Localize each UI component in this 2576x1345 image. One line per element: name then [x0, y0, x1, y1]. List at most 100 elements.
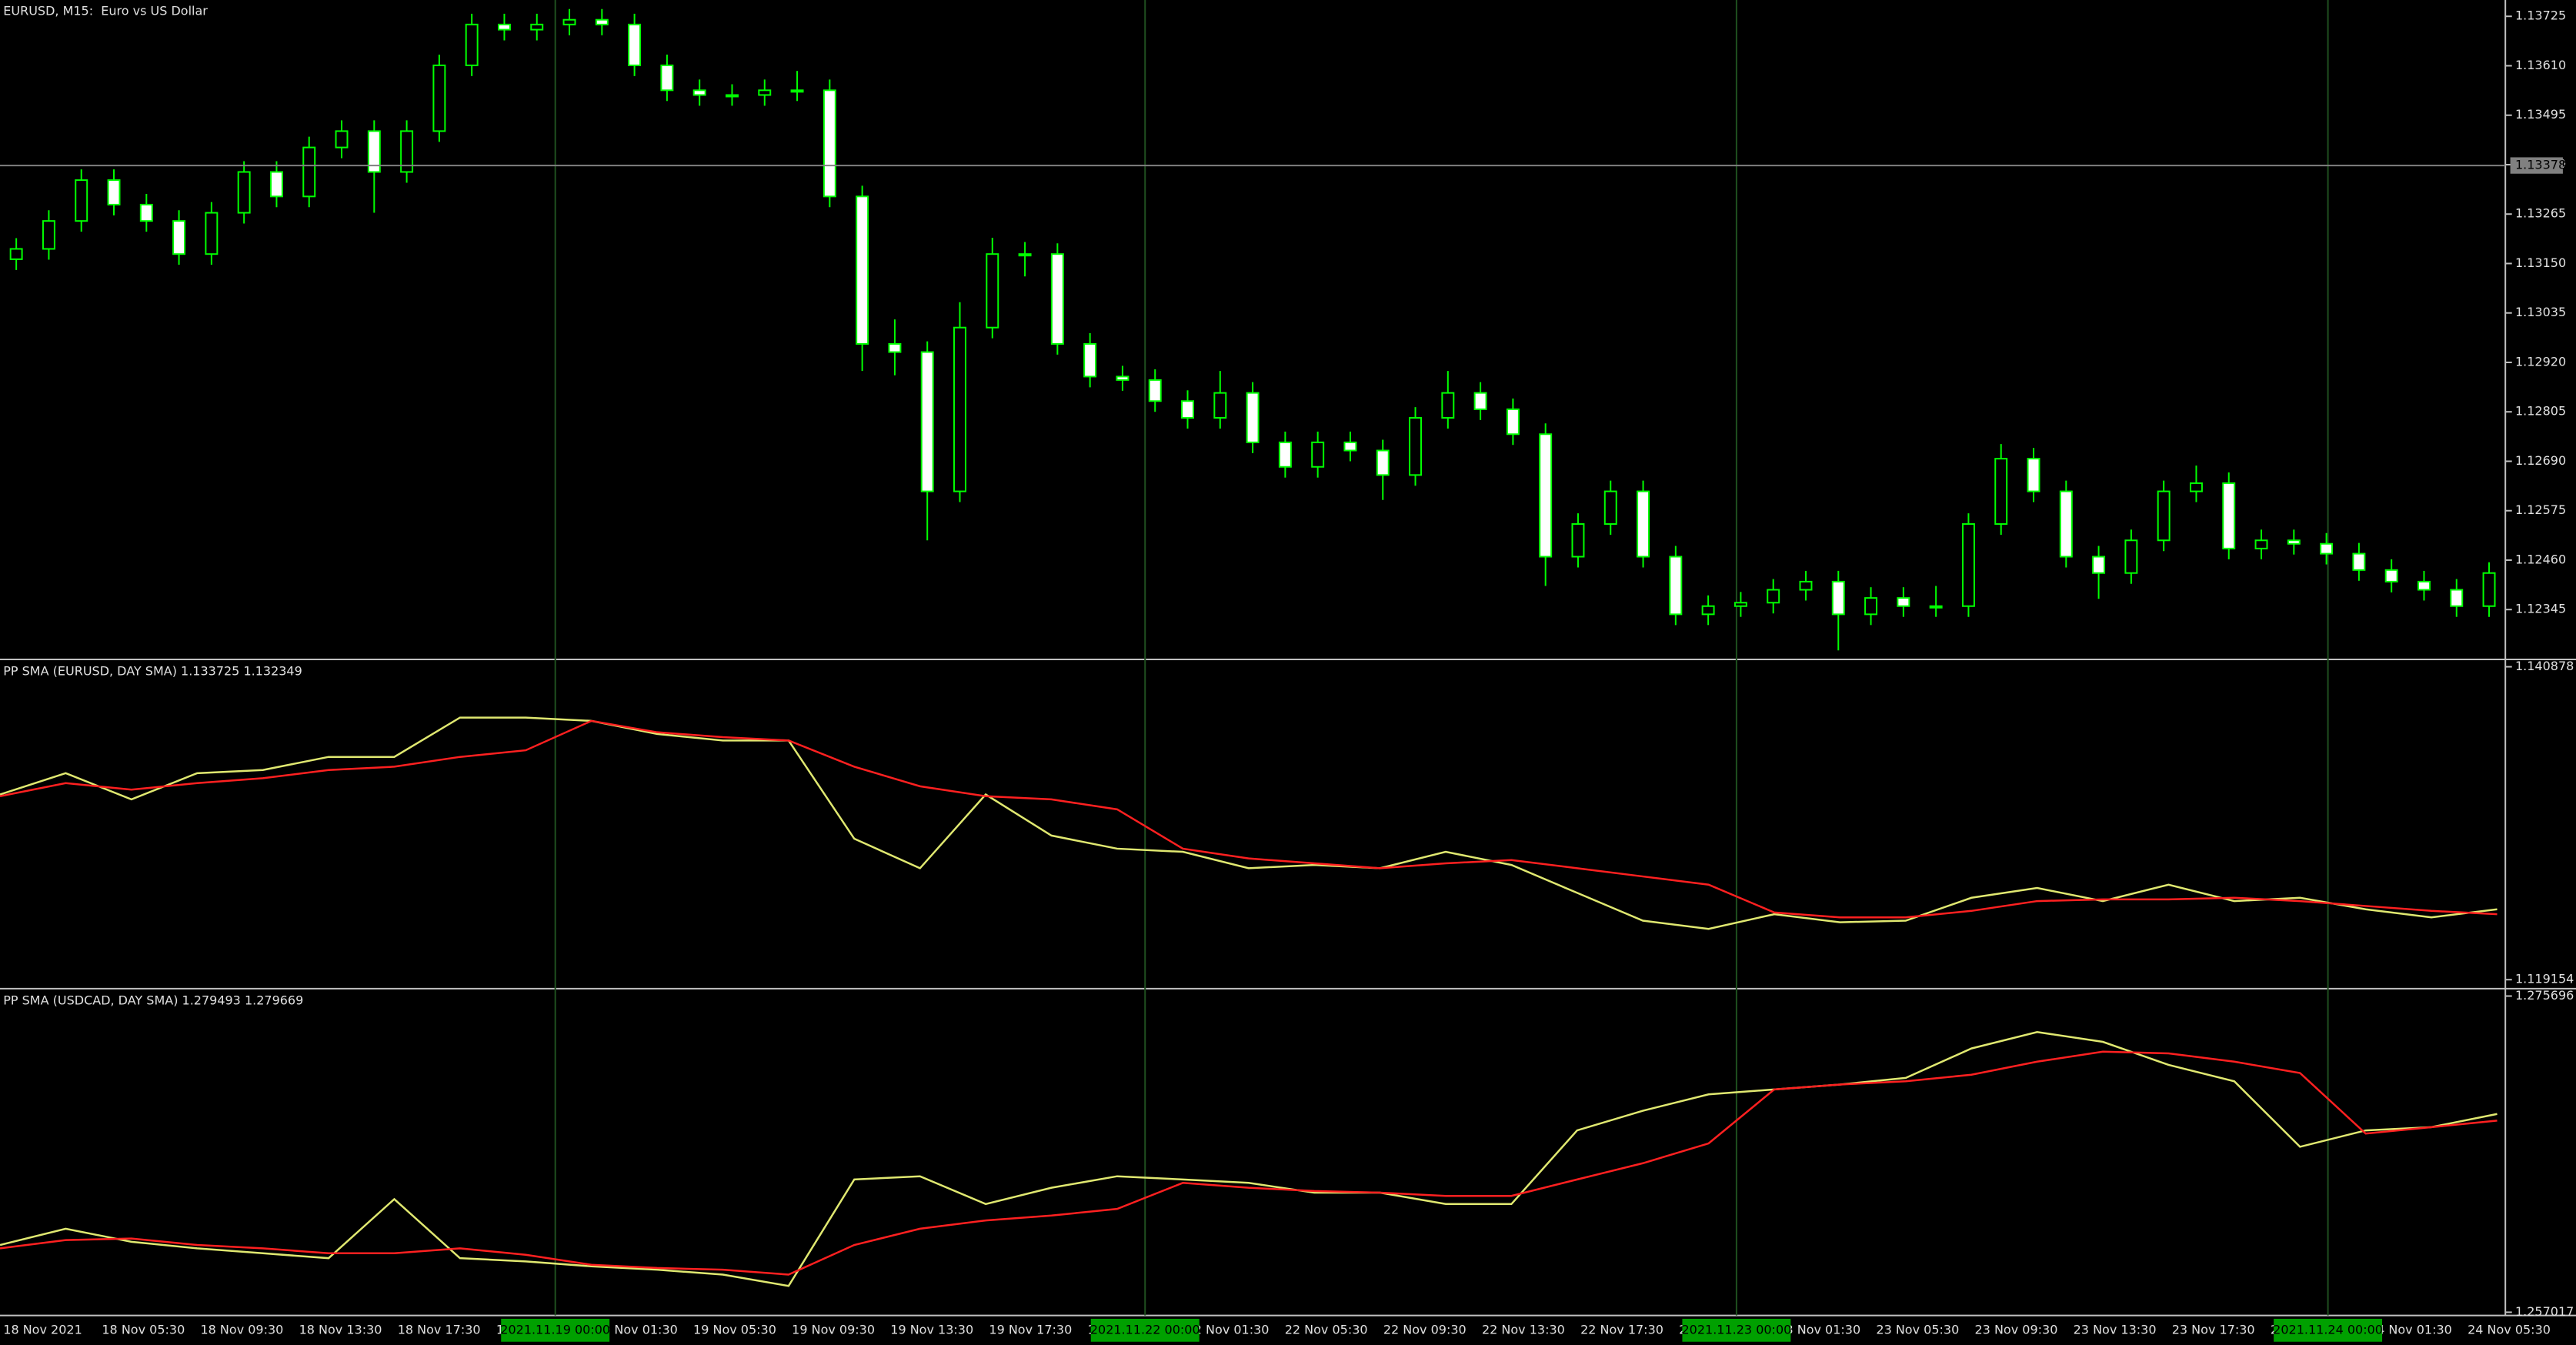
- candle-body: [75, 179, 88, 222]
- panel-title: PP SMA (EURUSD, DAY SMA) 1.133725 1.1323…: [3, 663, 302, 678]
- day-marker-bg: [1682, 1318, 1791, 1342]
- candle-body: [1116, 375, 1130, 381]
- candle-body: [2417, 580, 2431, 591]
- crosshair-label-bg: [2510, 157, 2563, 174]
- y-tick-label: 1.257017: [2515, 1304, 2574, 1319]
- candle-body: [758, 89, 772, 96]
- candle-body: [1603, 490, 1617, 526]
- candle-body: [1897, 597, 1910, 607]
- time-label: 18 Nov 17:30: [398, 1322, 481, 1337]
- time-label: 22 Nov 01:30: [1186, 1322, 1270, 1337]
- day-marker-bg: [501, 1318, 610, 1342]
- candle-body: [302, 146, 316, 198]
- time-label: 22 Nov 05:30: [1285, 1322, 1368, 1337]
- time-label: 23 Nov 17:30: [2172, 1322, 2255, 1337]
- candle-body: [1767, 589, 1780, 604]
- candle-body: [2287, 539, 2301, 545]
- candle-body: [1148, 379, 1162, 402]
- candle-body: [1409, 417, 1423, 476]
- candle-body: [1050, 253, 1064, 345]
- candle-body: [1864, 597, 1878, 616]
- time-label: 18 Nov 05:30: [102, 1322, 185, 1337]
- candle-body: [2124, 539, 2138, 574]
- candle-body: [1539, 433, 1553, 558]
- time-label: 18 Nov 13:30: [299, 1322, 382, 1337]
- time-label: 19 Nov 05:30: [693, 1322, 776, 1337]
- candle-body: [953, 326, 966, 492]
- candle-body: [726, 94, 739, 98]
- candle-body: [1278, 441, 1292, 468]
- time-label: 19 Nov 09:30: [792, 1322, 875, 1337]
- y-tick-label: 1.12690: [2515, 453, 2566, 468]
- candle-body: [1376, 449, 1390, 476]
- candle-body: [2384, 569, 2398, 582]
- time-label: 19 Nov 13:30: [890, 1322, 973, 1337]
- indicator-line: [0, 716, 2498, 930]
- candle-body: [1343, 441, 1357, 452]
- candle-body: [139, 203, 153, 222]
- candle-body: [2254, 539, 2268, 549]
- y-tick-label: 1.12460: [2515, 552, 2566, 566]
- candle-body: [1961, 523, 1975, 607]
- time-label: 22 Nov 13:30: [1482, 1322, 1565, 1337]
- candle-body: [1799, 580, 1813, 591]
- time-label: 23 Nov 05:30: [1876, 1322, 1959, 1337]
- candle-body: [269, 171, 283, 198]
- candle-body: [2482, 572, 2496, 607]
- candle-body: [205, 212, 219, 255]
- candle-body: [660, 64, 674, 92]
- indicator-line: [0, 1030, 2498, 1287]
- candle-body: [595, 18, 609, 25]
- candle-body: [530, 23, 544, 31]
- candle-body: [1733, 602, 1747, 607]
- day-marker-bg: [1090, 1318, 1200, 1342]
- day-marker: 2021.11.24 00:00: [2273, 1322, 2383, 1337]
- candle-body: [1311, 441, 1325, 468]
- candle-body: [1018, 253, 1032, 257]
- candle-body: [1831, 580, 1845, 616]
- indicator-line: [0, 1050, 2498, 1276]
- y-tick-label: 1.13495: [2515, 107, 2566, 122]
- candle-body: [2092, 556, 2106, 574]
- candle-body: [562, 18, 576, 25]
- candle-body: [2157, 490, 2171, 542]
- candle-body: [2059, 490, 2073, 558]
- candle-body: [823, 89, 836, 198]
- candle-body: [42, 220, 55, 250]
- time-label: 19 Nov 01:30: [595, 1322, 678, 1337]
- time-label: 24 Nov 01:30: [2369, 1322, 2452, 1337]
- candle-body: [628, 23, 642, 66]
- time-label: 22 Nov 17:30: [1580, 1322, 1663, 1337]
- indicator-line: [0, 719, 2498, 919]
- candle-body: [1571, 523, 1585, 558]
- time-label: 22 Nov 09:30: [1383, 1322, 1467, 1337]
- candle-body: [465, 23, 479, 66]
- candle-body: [172, 220, 186, 255]
- y-tick-label: 1.13150: [2515, 255, 2566, 270]
- candle-body: [888, 342, 902, 353]
- y-tick-label: 1.275696: [2515, 988, 2574, 1003]
- day-marker-bg: [2274, 1318, 2383, 1342]
- crosshair-label: 1.13378: [2515, 158, 2566, 172]
- y-tick-label: 1.13035: [2515, 305, 2566, 319]
- candle-body: [2352, 552, 2366, 571]
- candle-body: [2450, 589, 2464, 607]
- y-tick-label: 1.13610: [2515, 58, 2566, 72]
- y-tick-label: 1.13725: [2515, 8, 2566, 23]
- y-tick-label: 1.13265: [2515, 206, 2566, 221]
- candle-body: [790, 89, 804, 93]
- time-label: 19 Nov 17:30: [989, 1322, 1072, 1337]
- panel-title: EURUSD, M15: Euro vs US Dollar: [3, 3, 208, 18]
- day-marker: 2021.11.22 00:00: [1090, 1322, 1200, 1337]
- candle-body: [2189, 482, 2203, 492]
- candle-body: [1083, 342, 1097, 378]
- candle-body: [335, 130, 349, 149]
- y-tick-label: 1.12345: [2515, 602, 2566, 616]
- candle-body: [1473, 392, 1487, 410]
- y-tick-label: 1.140878: [2515, 659, 2574, 673]
- candle-body: [497, 23, 511, 31]
- time-label: 18 Nov 2021: [3, 1322, 82, 1337]
- candle-body: [1994, 458, 2008, 526]
